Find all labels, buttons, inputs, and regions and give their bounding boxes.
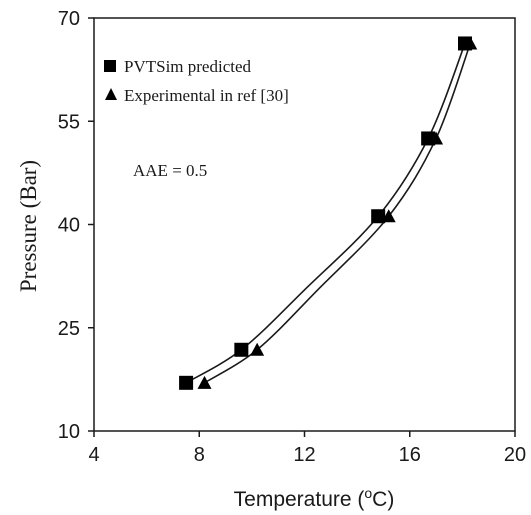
data-point-predicted [371,209,386,224]
x-tick-label: 12 [293,444,315,466]
data-point-experimental [429,131,444,145]
x-axis-title-main: Temperature ( [234,488,365,511]
legend-label-experimental: Experimental in ref [30] [124,86,289,105]
legend-marker-triangle [105,88,117,100]
data-point-experimental [250,342,265,356]
y-tick-label: 40 [58,215,80,237]
aae-annotation: AAE = 0.5 [133,161,207,180]
x-tick-label: 16 [399,444,421,466]
x-axis-title: Temperature (oC) [234,485,395,511]
x-tick-label: 20 [504,444,526,466]
x-axis-ticks: 4 8 12 16 20 [88,431,526,466]
y-tick-label: 55 [58,111,80,133]
x-axis-title-degree: o [364,485,372,501]
x-tick-label: 8 [194,444,205,466]
legend-marker-square [104,60,116,72]
legend: PVTSim predicted Experimental in ref [30… [104,57,289,105]
y-tick-label: 10 [58,421,80,443]
x-axis-title-unit: C) [372,488,394,511]
y-tick-label: 25 [58,318,80,340]
data-markers [179,36,478,390]
legend-label-predicted: PVTSim predicted [124,57,252,76]
data-point-experimental [463,36,478,50]
data-point-experimental [197,375,212,389]
data-point-experimental [381,209,396,223]
data-point-predicted [179,375,194,390]
y-axis-title: Pressure (Bar) [16,160,41,292]
x-tick-label: 4 [88,444,99,466]
y-tick-label: 70 [58,8,80,30]
y-axis-ticks: 10 25 40 55 70 [58,8,94,443]
data-point-predicted [234,342,249,357]
